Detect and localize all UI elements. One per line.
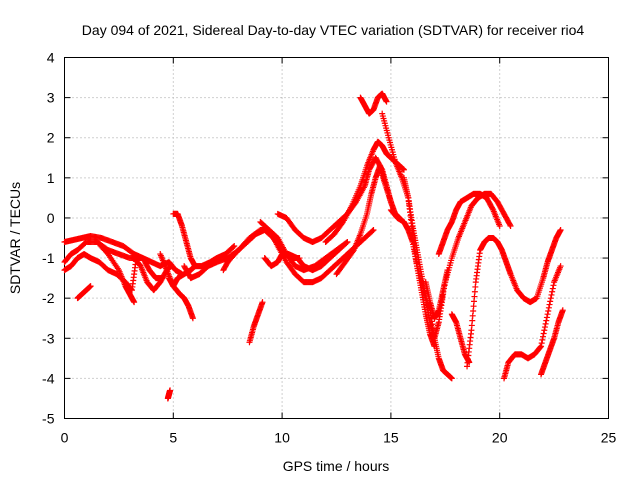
data-point <box>259 299 266 306</box>
data-point <box>545 304 552 311</box>
x-tick-label: 25 <box>601 430 617 446</box>
series-track-04 <box>94 239 138 306</box>
data-point <box>400 166 407 173</box>
y-tick-label: 3 <box>47 90 55 106</box>
data-point <box>370 226 377 233</box>
series-track-10 <box>164 387 174 402</box>
series-track-30 <box>538 307 566 378</box>
grid-lines <box>64 57 609 419</box>
data-point <box>489 205 496 212</box>
data-point <box>87 283 94 290</box>
data-point <box>557 263 564 270</box>
axis-ticks <box>64 57 609 419</box>
x-tick-label: 5 <box>169 430 177 446</box>
data-point <box>538 340 545 347</box>
data-point <box>545 308 552 315</box>
data-point <box>440 285 447 292</box>
series-track-26 <box>435 190 503 258</box>
x-tick-label: 15 <box>383 430 399 446</box>
data-point <box>506 221 513 228</box>
y-tick-label: 2 <box>47 130 55 146</box>
data-point <box>131 299 138 306</box>
series-track-14 <box>246 299 266 346</box>
y-tick-label: -3 <box>42 330 55 346</box>
y-tick-label: 0 <box>47 210 55 226</box>
data-point <box>448 375 455 382</box>
y-tick-label: -1 <box>42 250 55 266</box>
data-point <box>507 222 514 229</box>
data-point <box>496 222 503 229</box>
data-point <box>543 314 550 321</box>
data-point <box>542 320 549 327</box>
y-tick-label: 4 <box>47 50 55 66</box>
series-track-16 <box>261 239 351 274</box>
data-point <box>167 387 174 394</box>
data-point <box>543 317 550 324</box>
data-point <box>431 343 438 350</box>
data-point <box>230 243 237 250</box>
data-point <box>441 282 448 289</box>
data-point <box>539 336 546 343</box>
series-track-20 <box>357 90 390 117</box>
data-point <box>557 226 564 233</box>
series-track-05 <box>74 283 94 302</box>
data-point <box>544 311 551 318</box>
data-point <box>436 308 443 315</box>
x-axis-tick-labels: 0 5 10 15 20 25 <box>61 430 617 446</box>
data-point <box>549 288 556 295</box>
series-track-13 <box>224 226 351 274</box>
x-tick-label: 20 <box>492 430 508 446</box>
data-point <box>547 295 554 302</box>
data-point <box>435 311 442 318</box>
data-point <box>440 288 447 295</box>
data-point <box>546 301 553 308</box>
data-points <box>61 90 566 402</box>
data-point <box>540 333 547 340</box>
series-track-29 <box>501 263 564 382</box>
data-point <box>189 315 196 322</box>
data-point <box>548 291 555 298</box>
data-point <box>231 243 238 250</box>
y-tick-label: -5 <box>42 411 55 427</box>
data-point <box>537 344 544 351</box>
data-point <box>344 239 351 246</box>
data-point <box>168 263 175 270</box>
data-point <box>437 301 444 308</box>
series-track-15 <box>257 218 377 286</box>
data-point <box>541 327 548 334</box>
chart-title: Day 094 of 2021, Sidereal Day-to-day VTE… <box>82 22 585 38</box>
y-axis-title: SDTVAR / TECUs <box>7 182 23 294</box>
series-track-28 <box>464 226 564 370</box>
y-tick-label: -4 <box>42 370 55 386</box>
data-point <box>559 307 566 314</box>
data-point <box>540 330 547 337</box>
data-point <box>547 298 554 305</box>
series-track-09 <box>165 275 196 322</box>
data-point <box>541 324 548 331</box>
data-point <box>343 239 350 246</box>
data-point <box>438 298 445 305</box>
series-track-25 <box>435 190 514 318</box>
x-tick-label: 0 <box>61 430 69 446</box>
data-point <box>383 98 390 105</box>
series-track-08 <box>170 210 199 270</box>
data-point <box>437 304 444 311</box>
plot-frame <box>64 57 609 419</box>
data-point <box>192 263 199 270</box>
y-tick-label: 1 <box>47 170 55 186</box>
data-point <box>369 227 376 234</box>
x-axis-title: GPS time / hours <box>283 458 390 474</box>
data-point <box>550 282 557 289</box>
y-tick-label: -2 <box>42 290 55 306</box>
data-point <box>538 343 545 350</box>
x-tick-label: 10 <box>274 430 290 446</box>
data-point <box>549 285 556 292</box>
y-axis-tick-labels: -5 -4 -3 -2 -1 0 1 2 3 4 <box>42 50 55 427</box>
data-point <box>439 291 446 298</box>
data-point <box>439 295 446 302</box>
